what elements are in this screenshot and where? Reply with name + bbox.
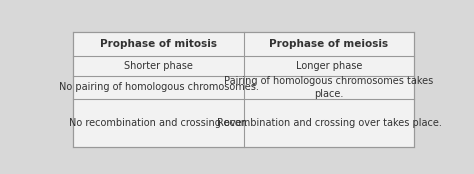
Text: Pairing of homologous chromosomes takes
place.: Pairing of homologous chromosomes takes … bbox=[224, 76, 434, 99]
Bar bbox=[73, 32, 414, 147]
Text: No recombination and crossing over.: No recombination and crossing over. bbox=[69, 118, 248, 128]
Text: Longer phase: Longer phase bbox=[296, 61, 362, 71]
Text: Prophase of mitosis: Prophase of mitosis bbox=[100, 39, 217, 49]
Text: Recombination and crossing over takes place.: Recombination and crossing over takes pl… bbox=[217, 118, 441, 128]
Text: No pairing of homologous chromosomes.: No pairing of homologous chromosomes. bbox=[58, 82, 258, 93]
Text: Prophase of meiosis: Prophase of meiosis bbox=[269, 39, 389, 49]
Text: Shorter phase: Shorter phase bbox=[124, 61, 193, 71]
